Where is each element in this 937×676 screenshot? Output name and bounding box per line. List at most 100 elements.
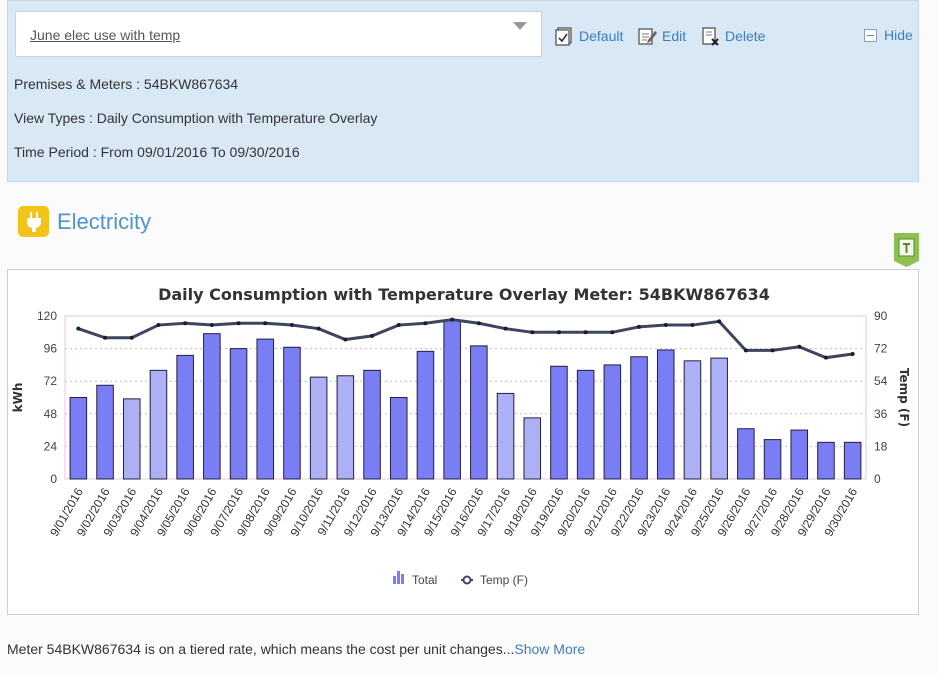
temp-point — [797, 344, 802, 349]
temp-point — [183, 321, 188, 326]
bar-total — [336, 375, 355, 480]
delete-icon — [702, 27, 719, 46]
electricity-heading: Electricity — [18, 206, 151, 237]
export-icon[interactable] — [894, 233, 919, 267]
bar-total — [443, 319, 461, 480]
premises-meters-line: Premises & Meters : 54BKW867634 — [14, 76, 239, 92]
temp-point — [343, 337, 348, 342]
y-tick-label: 72 — [44, 374, 58, 388]
delete-button[interactable]: Delete — [700, 25, 765, 47]
bar-total — [149, 369, 168, 480]
temp-point — [396, 323, 401, 328]
temp-point — [556, 330, 561, 335]
y-tick-label: 96 — [44, 342, 58, 356]
temp-point — [610, 330, 615, 335]
temp-point — [690, 323, 695, 328]
plug-icon — [18, 206, 49, 237]
bar-total — [737, 428, 755, 480]
saved-view-value[interactable]: June elec use with temp — [30, 27, 181, 43]
consumption-chart: Daily Consumption with Temperature Overl… — [7, 269, 919, 615]
delete-label: Delete — [725, 28, 766, 44]
bar-total — [656, 349, 675, 480]
y2-tick-label: 54 — [874, 374, 888, 388]
bar-total — [363, 369, 381, 480]
chevron-down-icon[interactable] — [513, 22, 527, 30]
legend-temp-swatch — [462, 575, 472, 585]
default-button[interactable]: Default — [554, 25, 623, 47]
bar-total — [96, 384, 114, 480]
bar-total — [309, 376, 328, 480]
bar-total — [523, 417, 542, 480]
y2-tick-label: 18 — [874, 439, 888, 453]
bar-total — [790, 429, 809, 480]
y2-axis-label: Temp (F) — [897, 368, 911, 427]
view-types-line: View Types : Daily Consumption with Temp… — [14, 110, 378, 126]
temp-point — [503, 326, 508, 331]
temp-point — [637, 324, 642, 329]
legend-total-swatch — [397, 571, 400, 584]
legend-total-swatch — [393, 576, 396, 584]
temp-point — [663, 323, 668, 328]
hide-label[interactable]: Hide — [884, 27, 913, 43]
section-title: Electricity — [57, 208, 152, 234]
hide-toggle[interactable]: Hide — [864, 27, 913, 43]
temp-point — [530, 330, 535, 335]
chart-title: Daily Consumption with Temperature Overl… — [158, 285, 770, 304]
edit-label: Edit — [662, 28, 687, 44]
temp-point — [770, 348, 775, 353]
bar-total — [630, 356, 648, 480]
bar-total — [603, 364, 622, 480]
bar-total — [470, 345, 488, 480]
temp-point — [129, 335, 134, 340]
export-button[interactable] — [894, 233, 919, 267]
bar-total — [122, 398, 141, 480]
saved-view-panel: June elec use with temp Default Edit Del… — [7, 0, 919, 182]
y2-tick-label: 36 — [874, 407, 888, 421]
chart-canvas: Daily Consumption with Temperature Overl… — [11, 285, 911, 587]
bar-total — [683, 360, 702, 480]
temp-point — [476, 321, 481, 326]
temp-point — [370, 333, 375, 338]
legend-total-label: Total — [412, 573, 437, 587]
legend-total-swatch — [401, 574, 404, 584]
temp-point — [209, 323, 214, 328]
bar-total — [550, 365, 568, 480]
default-label: Default — [579, 28, 624, 44]
legend-temp-label: Temp (F) — [480, 573, 528, 587]
temp-point — [823, 355, 828, 360]
edit-button[interactable]: Edit — [637, 25, 686, 47]
temp-point — [423, 321, 428, 326]
y2-tick-label: 0 — [874, 472, 881, 486]
time-period-line: Time Period : From 09/01/2016 To 09/30/2… — [14, 144, 300, 160]
bar-total — [389, 397, 408, 480]
y2-tick-label: 72 — [874, 342, 888, 356]
y2-tick-label: 90 — [874, 309, 888, 323]
temp-line — [77, 318, 853, 360]
bar-total — [229, 348, 248, 480]
saved-view-select[interactable]: June elec use with temp — [15, 11, 542, 57]
bar-total — [763, 439, 782, 480]
bar-total — [843, 441, 862, 480]
y-tick-label: 48 — [44, 407, 58, 421]
bar-total — [576, 369, 595, 480]
temp-point — [717, 319, 722, 324]
temp-point — [850, 352, 855, 357]
bar-total — [69, 397, 88, 480]
temp-point — [743, 348, 748, 353]
hide-toggle-icon[interactable] — [864, 28, 877, 42]
plot-area-border — [64, 315, 867, 480]
tiered-rate-note: Meter 54BKW867634 is on a tiered rate, w… — [7, 641, 585, 657]
bar-total — [416, 350, 435, 480]
y-axis-label: kWh — [11, 383, 25, 413]
tiered-rate-text: Meter 54BKW867634 is on a tiered rate, w… — [7, 641, 515, 657]
edit-icon — [638, 28, 657, 45]
bar-total — [176, 354, 194, 480]
temp-point — [450, 317, 455, 322]
bar-total — [710, 357, 728, 480]
y-tick-label: 120 — [37, 309, 57, 323]
temp-point — [156, 323, 161, 328]
show-more-link[interactable]: Show More — [514, 641, 586, 657]
temp-point — [76, 326, 81, 331]
default-icon — [555, 27, 572, 46]
temp-point — [316, 326, 321, 331]
